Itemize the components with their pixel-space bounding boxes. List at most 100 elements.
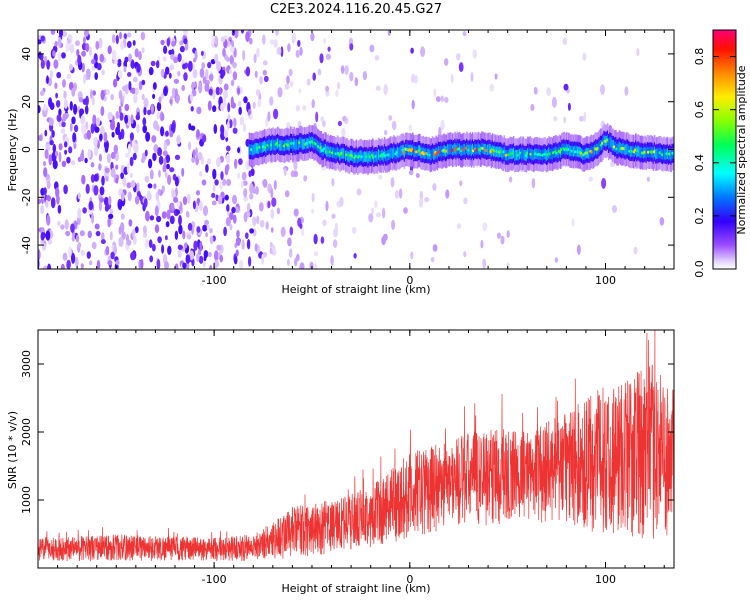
heatmap-noise-cell: [43, 103, 47, 112]
bottom-ytick-label: 2000: [20, 418, 33, 446]
heatmap-noise-cell: [52, 143, 57, 153]
heatmap-noise-cell: [192, 69, 198, 79]
heatmap-noise-cell: [143, 198, 148, 208]
heatmap-noise-cell: [86, 129, 92, 140]
heatmap-noise-cell: [214, 53, 219, 64]
heatmap-noise-cell: [106, 153, 111, 164]
heatmap-noise-cell: [432, 244, 438, 252]
heatmap-noise-cell: [50, 30, 56, 35]
heatmap-noise-cell: [158, 169, 161, 178]
colorbar-label: Normalized spectral amplitude: [735, 65, 748, 234]
heatmap-noise-cell: [375, 85, 381, 91]
heatmap-noise-cell: [313, 233, 318, 245]
heatmap-noise-cell: [234, 30, 239, 39]
heatmap-noise-cell: [71, 252, 76, 264]
heatmap-band-cell: [342, 148, 345, 159]
heatmap-band-cell: [300, 137, 302, 148]
heatmap-noise-cell: [124, 103, 130, 112]
top-ytick-label: -20: [20, 188, 33, 206]
heatmap-noise-cell: [82, 207, 87, 214]
heatmap-noise-cell: [310, 32, 315, 42]
heatmap-noise-cell: [238, 260, 244, 269]
heatmap-noise-cell: [174, 176, 179, 187]
heatmap-noise-cell: [237, 147, 241, 154]
heatmap-noise-cell: [223, 83, 229, 91]
heatmap-noise-cell: [142, 125, 147, 134]
heatmap-noise-cell: [280, 46, 284, 58]
heatmap-noise-cell: [209, 264, 213, 269]
heatmap-noise-cell: [148, 67, 154, 76]
top-ytick-label: 20: [20, 95, 33, 109]
heatmap-noise-cell: [216, 61, 222, 72]
heatmap-noise-cell: [136, 123, 140, 134]
heatmap-noise-cell: [222, 47, 226, 57]
heatmap-noise-cell: [146, 190, 151, 200]
heatmap-noise-cell: [398, 188, 403, 199]
heatmap-noise-cell: [554, 257, 558, 263]
heatmap-noise-cell: [75, 234, 80, 243]
heatmap-noise-cell: [198, 82, 203, 94]
heatmap-band-cell: [615, 141, 617, 152]
heatmap-noise-cell: [196, 106, 202, 115]
heatmap-noise-cell: [166, 163, 170, 170]
heatmap-noise-cell: [121, 191, 125, 202]
heatmap-noise-cell: [292, 32, 296, 43]
heatmap-band-cell: [367, 152, 369, 164]
heatmap-noise-cell: [129, 132, 134, 141]
heatmap-peak-cell: [671, 151, 674, 155]
heatmap-noise-cell: [101, 232, 105, 242]
heatmap-band-cell: [333, 147, 335, 158]
heatmap-noise-cell: [612, 205, 617, 213]
heatmap-noise-cell: [80, 263, 84, 269]
heatmap-noise-cell: [325, 53, 331, 60]
heatmap-noise-cell: [99, 53, 105, 63]
heatmap-noise-cell: [306, 78, 311, 86]
heatmap-cells: [38, 30, 674, 269]
heatmap-noise-cell: [463, 251, 467, 258]
heatmap-noise-cell: [225, 56, 230, 62]
heatmap-noise-cell: [163, 141, 167, 151]
heatmap-noise-cell: [94, 223, 100, 230]
heatmap-noise-cell: [436, 96, 441, 103]
heatmap-noise-cell: [299, 46, 303, 56]
heatmap-noise-cell: [283, 167, 287, 176]
heatmap-noise-cell: [88, 46, 93, 57]
heatmap-band-cell: [624, 144, 627, 156]
heatmap-noise-cell: [138, 51, 142, 61]
heatmap-noise-cell: [299, 262, 305, 269]
heatmap-noise-cell: [168, 72, 172, 79]
heatmap-noise-cell: [222, 178, 227, 186]
heatmap-noise-cell: [190, 125, 196, 131]
heatmap-noise-cell: [309, 261, 314, 269]
heatmap-band-cell: [656, 148, 658, 159]
heatmap-noise-cell: [563, 116, 567, 124]
heatmap-band-cell: [397, 147, 400, 159]
heatmap-band-cell: [281, 140, 284, 151]
heatmap-noise-cell: [374, 200, 378, 209]
heatmap-noise-cell: [163, 86, 168, 97]
heatmap-noise-cell: [220, 69, 226, 77]
heatmap-band-cell: [569, 145, 571, 157]
heatmap-band-cell: [377, 149, 380, 160]
heatmap-noise-cell: [231, 206, 236, 214]
heatmap-noise-cell: [312, 72, 317, 81]
heatmap-band-cell: [248, 144, 251, 155]
heatmap-band-cell: [550, 148, 553, 160]
heatmap-noise-cell: [141, 47, 145, 54]
heatmap-noise-cell: [287, 237, 292, 247]
heatmap-noise-cell: [149, 215, 155, 221]
heatmap-noise-cell: [463, 197, 468, 205]
heatmap-band-cell: [260, 142, 263, 153]
heatmap-noise-cell: [38, 249, 41, 261]
heatmap-band-cell: [280, 140, 282, 151]
heatmap-noise-cell: [230, 96, 234, 107]
heatmap-noise-cell: [202, 134, 207, 143]
heatmap-noise-cell: [245, 31, 250, 43]
top-xlabel: Height of straight line (km): [281, 283, 430, 296]
heatmap-band-cell: [593, 144, 596, 156]
heatmap-noise-cell: [494, 73, 498, 80]
heatmap-noise-cell: [410, 251, 414, 260]
heatmap-noise-cell: [202, 76, 207, 84]
heatmap-noise-cell: [147, 109, 152, 116]
heatmap-noise-cell: [166, 209, 171, 220]
